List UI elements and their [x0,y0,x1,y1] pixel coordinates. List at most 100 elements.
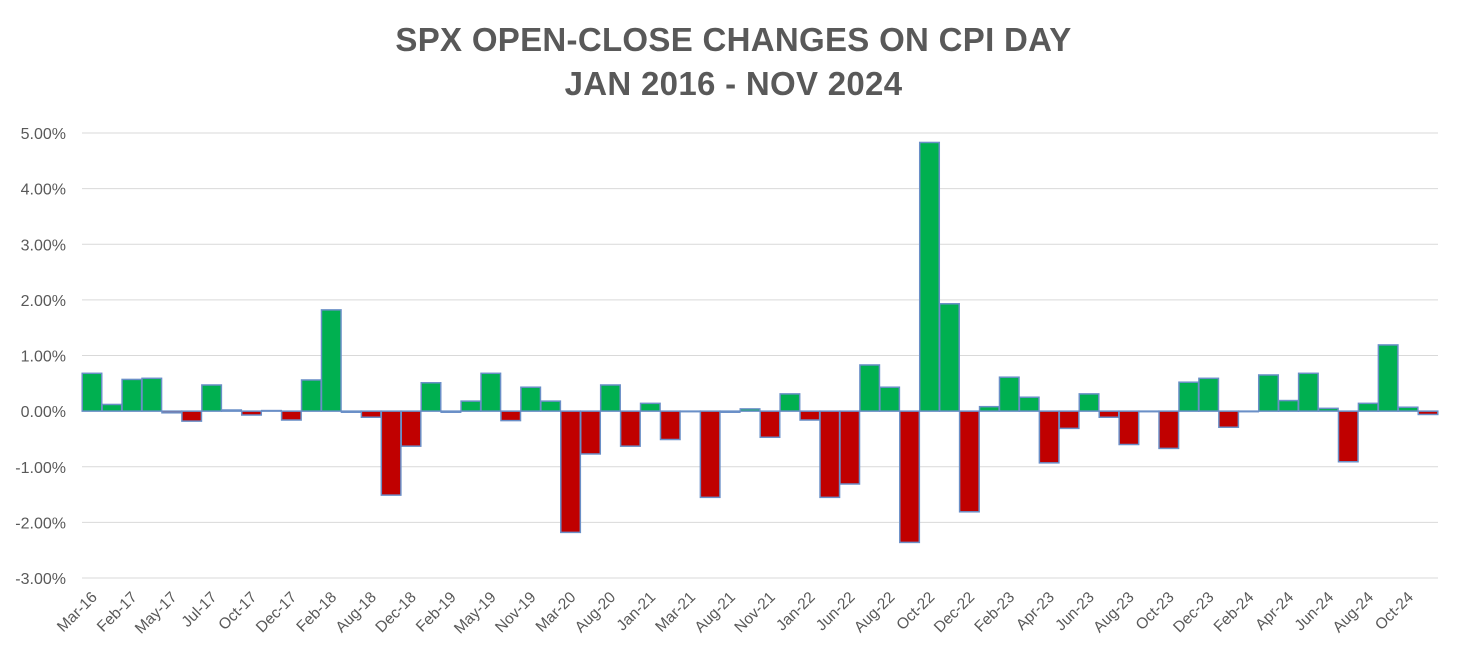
x-tick-label: Mar-16 [54,589,101,636]
x-tick-label: Apr-24 [1252,589,1297,634]
x-tick-label: Oct-17 [215,589,260,634]
x-tick-label: Oct-22 [893,589,938,634]
bar [918,141,941,412]
bar [280,410,302,421]
x-axis-labels: Mar-16Feb-17May-17Jul-17Oct-17Dec-17Feb-… [54,589,1417,638]
gridlines [82,132,1438,579]
bars [81,141,1439,544]
bar [221,409,243,412]
x-tick-label: Dec-17 [253,589,300,636]
x-tick-label: Aug-24 [1330,589,1378,637]
x-tick-label: Feb-17 [94,589,141,636]
x-tick-label: Dec-23 [1170,589,1217,636]
x-tick-label: Aug-20 [572,589,620,637]
y-tick-label: 0.00% [21,404,66,421]
bar [799,410,821,421]
bar [1297,372,1319,412]
bar [1357,402,1379,412]
bar [639,402,661,412]
bar [1277,399,1299,412]
x-tick-label: Feb-24 [1211,589,1258,636]
x-tick-label: Feb-23 [971,589,1018,636]
y-tick-label: 4.00% [21,182,66,199]
x-tick-label: Feb-19 [413,589,460,636]
bar [739,408,761,412]
x-tick-label: Jun-23 [1052,589,1098,635]
bar [540,400,562,412]
bar [819,410,841,499]
bar [1377,344,1399,412]
bar [181,410,203,422]
bar [300,379,322,412]
x-tick-label: Dec-22 [931,589,978,636]
bar [938,303,960,412]
bar [400,410,422,447]
y-tick-label: 2.00% [21,293,66,310]
x-tick-label: Dec-18 [372,589,419,636]
y-axis-labels: 5.00% 4.00% 3.00% 2.00% 1.00% 0.00% -1.00% -2.0… [15,126,66,588]
bar [958,410,980,513]
y-tick-label: -1.00% [15,460,66,477]
chart-subtitle: JAN 2016 - NOV 2024 [564,65,903,102]
x-tick-label: Apr-23 [1013,589,1058,634]
x-tick-label: Aug-22 [851,589,898,636]
bar [141,377,163,412]
x-tick-label: Mar-21 [652,589,699,636]
bar [320,309,342,412]
bar [1118,410,1140,446]
bar [480,372,502,412]
bar [879,386,901,412]
bar [1078,393,1100,412]
bar [998,376,1020,412]
chart-title: SPX OPEN-CLOSE CHANGES ON CPI DAY [395,21,1072,58]
bar [1317,407,1339,412]
x-tick-label: May-17 [132,589,181,638]
bar [899,410,921,544]
bar [1178,381,1200,412]
bar [579,410,602,455]
bar [1238,410,1260,413]
bar [679,410,701,413]
bar [659,410,681,441]
bar [101,403,123,412]
bar [1058,410,1080,430]
bar [1337,410,1359,463]
bar [599,384,621,412]
bar [779,393,801,412]
bar [81,372,103,412]
x-tick-label: Aug-18 [333,589,380,636]
bar [1257,374,1280,412]
x-tick-label: Aug-23 [1090,589,1137,636]
bar [839,410,861,485]
bar [340,410,362,413]
bar [1018,396,1040,412]
x-tick-label: Feb-18 [293,589,340,636]
chart-title-block: SPX OPEN-CLOSE CHANGES ON CPI DAY JAN 20… [0,18,1467,106]
bar [1397,406,1419,412]
bar [699,410,721,499]
bar [201,384,223,412]
bar [1218,410,1240,429]
y-tick-label: -2.00% [15,515,66,532]
bar [1038,410,1060,464]
bar [1098,410,1120,419]
bar [560,410,582,534]
x-tick-label: Jan-21 [614,589,660,635]
y-tick-label: -3.00% [15,571,66,588]
bar [161,410,183,414]
bar [440,410,462,413]
bar [859,364,881,412]
x-tick-label: Nov-19 [492,589,539,636]
y-tick-label: 3.00% [21,237,66,254]
bar [1158,410,1180,450]
bar [420,382,442,412]
x-tick-label: Aug-21 [692,589,739,636]
x-tick-label: Nov-21 [731,589,778,636]
x-tick-label: Jun-22 [813,589,859,635]
bar [1138,410,1160,413]
x-tick-label: Oct-24 [1372,589,1417,634]
bar [520,386,542,412]
x-tick-label: Jun-24 [1292,589,1338,635]
x-tick-label: Jul-17 [179,589,221,631]
